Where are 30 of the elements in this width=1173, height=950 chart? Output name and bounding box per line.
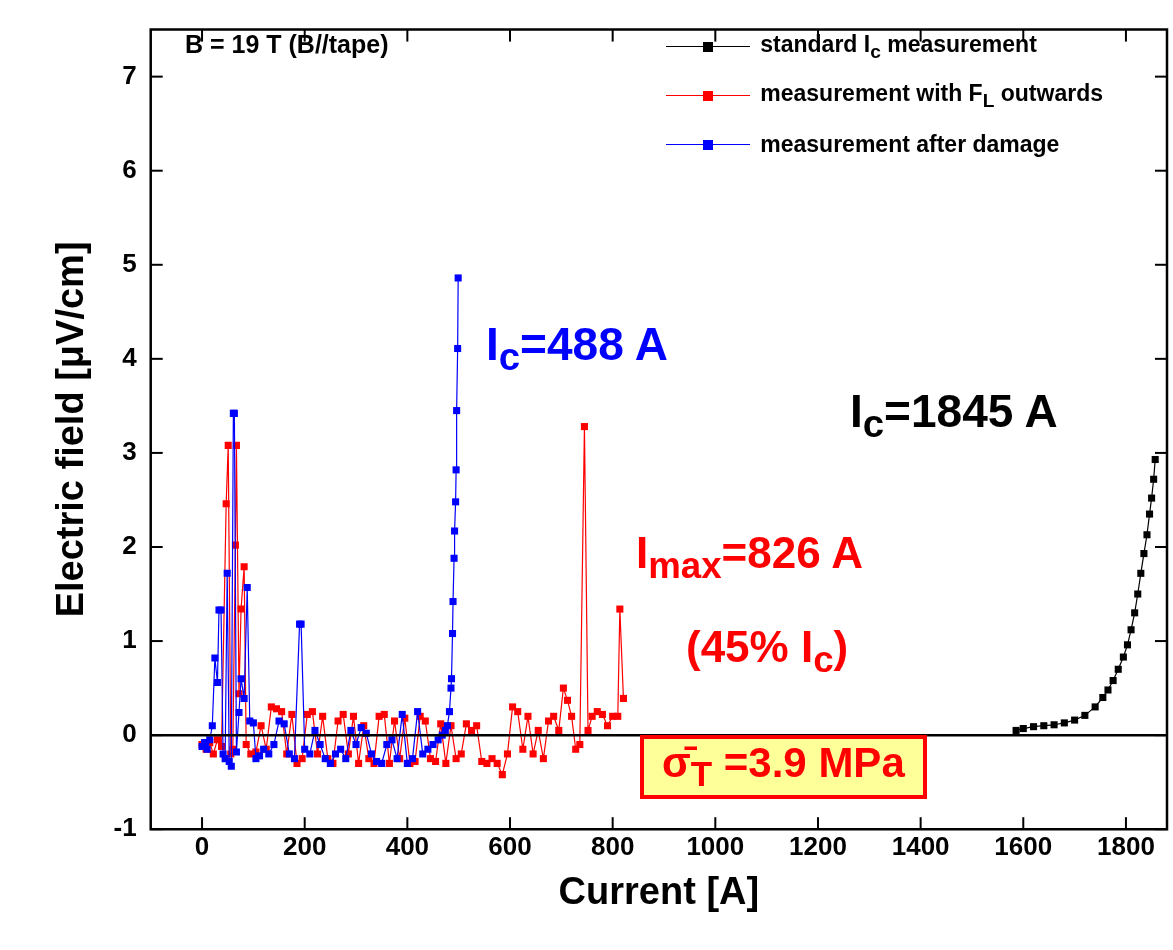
legend-label: measurement with F$_{L}$ outwards	[760, 79, 1103, 112]
annotation: B = 19 T (B//tape)	[185, 30, 389, 59]
y-tick-label: 2	[122, 530, 137, 561]
y-axis-title: Electric field [μV/cm]	[49, 241, 92, 618]
x-axis-title: Current [A]	[558, 869, 760, 912]
y-tick-label: 3	[122, 436, 137, 467]
annotation: (45% I$_{c}$)	[686, 622, 849, 681]
x-tick-label: 1000	[686, 830, 745, 861]
y-tick-label: 0	[122, 718, 137, 749]
annotation: I$_{max}$=826 A	[636, 528, 864, 587]
legend-label: measurement after damage	[760, 131, 1060, 158]
annotation: I$_{c}$=1845 A	[850, 385, 1058, 447]
legend-label: standard I$_{c}$ measurement	[760, 30, 1037, 63]
y-tick-label: 7	[122, 59, 137, 90]
x-tick-label: 0	[194, 830, 210, 861]
y-tick-label: -1	[113, 812, 137, 843]
y-tick-label: 4	[122, 342, 138, 373]
y-tick-label: 5	[122, 247, 137, 278]
x-tick-label: 800	[590, 830, 635, 861]
x-tick-label: 1600	[994, 830, 1053, 861]
x-tick-label: 1400	[891, 830, 950, 861]
annotation: σ̄$_{T}$ =3.9 MPa	[640, 735, 927, 799]
x-tick-label: 200	[283, 830, 327, 861]
x-tick-label: 600	[488, 830, 532, 861]
x-tick-label: 400	[385, 830, 430, 861]
x-tick-label: 1200	[789, 830, 847, 861]
x-tick-label: 1800	[1097, 830, 1155, 861]
annotation: I$_{c}$=488 A	[486, 318, 669, 380]
y-tick-label: 1	[122, 624, 137, 655]
y-tick-label: 6	[122, 153, 137, 184]
